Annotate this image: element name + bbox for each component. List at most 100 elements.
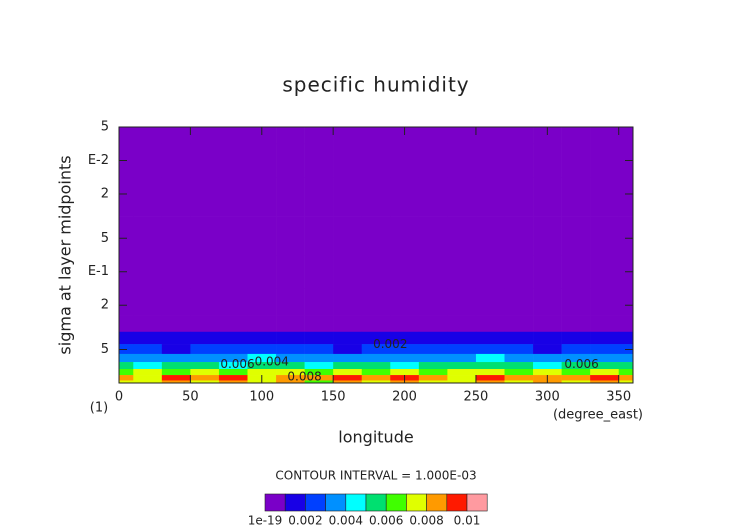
contour-cell: [533, 368, 562, 376]
contour-cell: [361, 368, 391, 376]
contour-cell: [618, 288, 634, 316]
contour-cell: [247, 315, 277, 333]
y-tick-label: E-2: [88, 153, 109, 168]
contour-cell: [475, 177, 505, 217]
contour-cell: [190, 216, 220, 256]
contour-cell: [447, 288, 477, 316]
contour-cell: [133, 255, 163, 289]
contour-cell: [390, 143, 420, 178]
contour-cell: [119, 177, 134, 217]
contour-cell: [590, 143, 620, 178]
contour-cell: [190, 344, 220, 355]
contour-cell: [561, 344, 591, 355]
contour-cell: [276, 344, 305, 355]
contour-cell: [504, 216, 534, 256]
contour-cell: [276, 216, 305, 256]
contour-cell: [533, 177, 562, 217]
contour-cell: [561, 353, 591, 363]
colorbar-label: 1e-19: [248, 514, 283, 528]
contour-cell: [361, 375, 391, 381]
contour-cell: [447, 143, 477, 178]
contour-cell: [418, 216, 448, 256]
contour-cell: [190, 380, 220, 384]
contour-cell: [590, 127, 620, 145]
contour-cell: [190, 368, 220, 376]
contour-cell: [304, 344, 334, 355]
contour-cell: [618, 368, 634, 376]
contour-cell: [304, 255, 334, 289]
contour-cell: [333, 177, 363, 217]
contour-cell: [333, 331, 363, 345]
contour-cell: [475, 331, 505, 345]
x-axis-label: longitude: [338, 428, 413, 447]
contour-cell: [247, 143, 277, 178]
colorbar-label: 0.002: [288, 514, 322, 528]
contour-cell: [304, 315, 334, 333]
contour-cell: [161, 362, 191, 370]
contour-cell: [475, 127, 505, 145]
contour-cell: [361, 143, 391, 178]
contour-cell: [618, 353, 634, 363]
contour-cell: [561, 177, 591, 217]
contour-cell: [590, 362, 620, 370]
contour-cell: [590, 353, 620, 363]
contour-cell: [533, 255, 562, 289]
contour-cell: [475, 255, 505, 289]
contour-cell: [390, 315, 420, 333]
contour-cell: [504, 255, 534, 289]
contour-label: 0.004: [255, 355, 289, 369]
contour-cell: [333, 216, 363, 256]
contour-cell: [247, 177, 277, 217]
contour-cell: [504, 143, 534, 178]
contour-cell: [561, 362, 591, 370]
contour-cell: [447, 216, 477, 256]
contour-cell: [218, 368, 248, 376]
contour-cell: [390, 331, 420, 345]
contour-cell: [533, 143, 562, 178]
contour-cell: [161, 315, 191, 333]
contour-cell: [333, 362, 363, 370]
contour-cell: [133, 288, 163, 316]
contour-cell: [361, 216, 391, 256]
contour-cell: [190, 362, 220, 370]
contour-cell: [447, 375, 477, 381]
contour-cell: [304, 177, 334, 217]
contour-cell: [119, 362, 134, 370]
contour-cell: [218, 380, 248, 384]
contour-cell: [276, 380, 305, 384]
contour-cell: [218, 177, 248, 217]
contour-cell: [119, 331, 134, 345]
contour-cell: [618, 127, 634, 145]
contour-cell: [190, 127, 220, 145]
contour-cell: [218, 362, 248, 370]
contour-cell: [218, 315, 248, 333]
contour-cell: [119, 353, 134, 363]
y-tick-label: 5: [101, 231, 109, 246]
contour-cell: [561, 288, 591, 316]
contour-cell: [618, 331, 634, 345]
contour-cell: [618, 362, 634, 370]
contour-cell: [618, 177, 634, 217]
contour-cell: [276, 255, 305, 289]
contour-cell: [119, 375, 134, 381]
contour-cell: [190, 315, 220, 333]
contour-cell: [161, 177, 191, 217]
colorbar-label: 0.004: [329, 514, 363, 528]
contour-cell: [561, 216, 591, 256]
contour-cell: [247, 127, 277, 145]
contour-cell: [333, 375, 363, 381]
contour-cell: [276, 315, 305, 333]
contour-cell: [418, 362, 448, 370]
contour-cell: [475, 375, 505, 381]
x-tick-label: 50: [182, 390, 199, 405]
contour-cell: [447, 344, 477, 355]
contour-cell: [161, 331, 191, 345]
contour-cell: [475, 288, 505, 316]
contour-cell: [390, 127, 420, 145]
y-unit: (1): [90, 401, 108, 416]
contour-cell: [418, 344, 448, 355]
contour-cell: [618, 216, 634, 256]
colorbar-label: 0.01: [454, 514, 481, 528]
contour-cell: [133, 177, 163, 217]
